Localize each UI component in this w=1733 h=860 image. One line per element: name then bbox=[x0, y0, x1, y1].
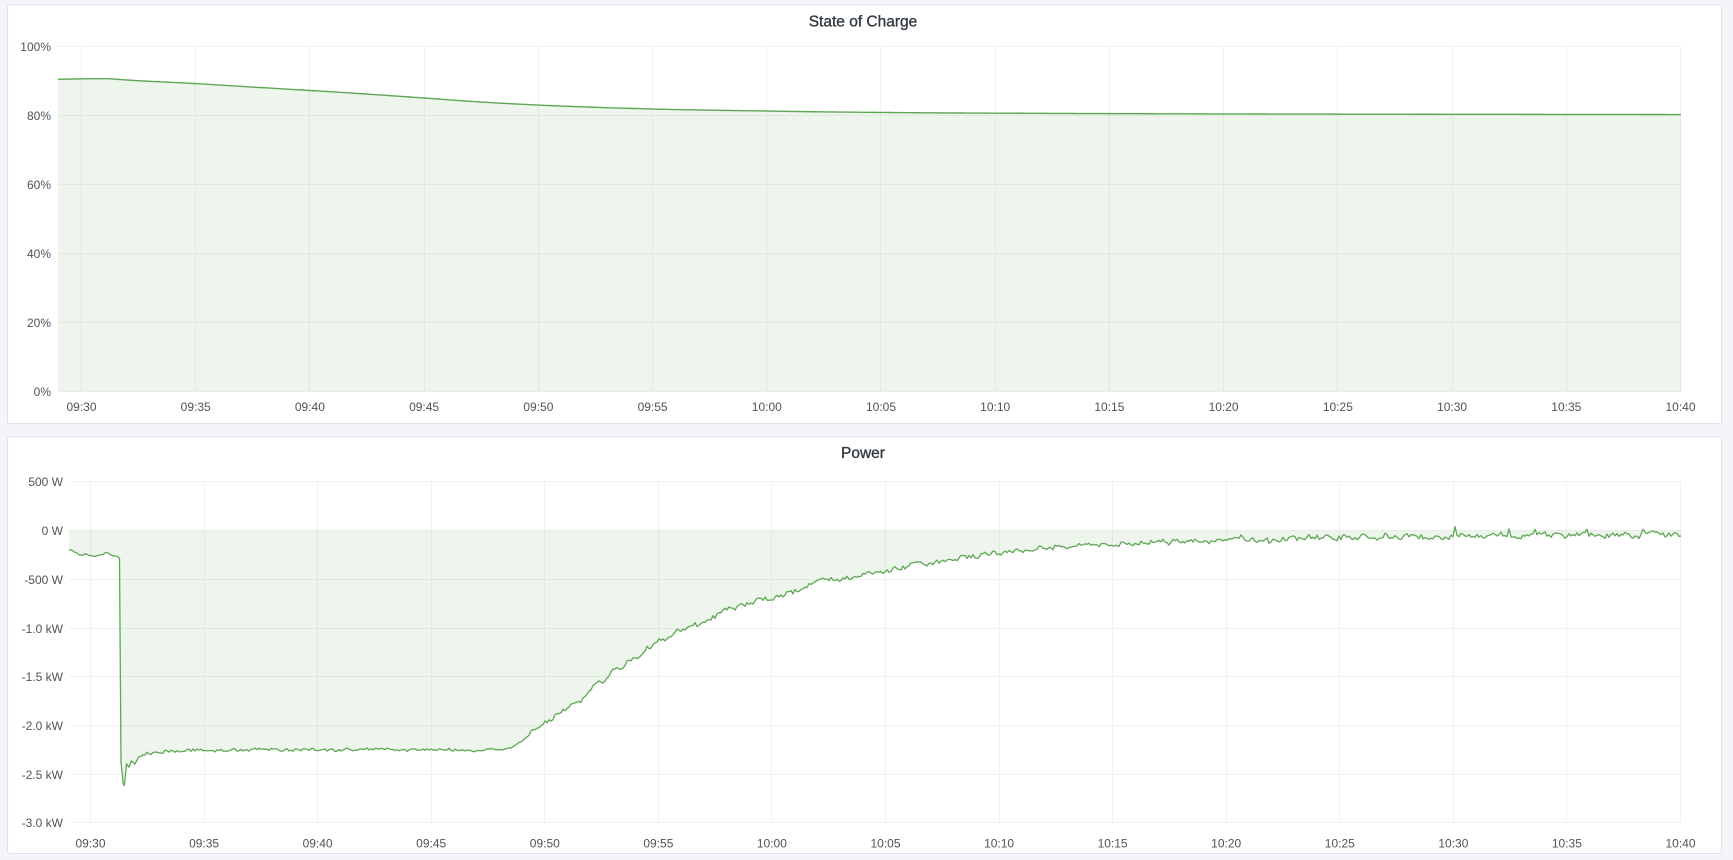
svg-text:10:40: 10:40 bbox=[1665, 836, 1695, 850]
svg-text:10:30: 10:30 bbox=[1438, 836, 1468, 850]
svg-text:09:50: 09:50 bbox=[530, 836, 560, 850]
svg-text:09:30: 09:30 bbox=[66, 400, 96, 414]
svg-text:09:45: 09:45 bbox=[409, 400, 439, 414]
svg-text:10:10: 10:10 bbox=[984, 836, 1014, 850]
svg-text:-1.0 kW: -1.0 kW bbox=[22, 622, 64, 636]
svg-text:10:00: 10:00 bbox=[752, 400, 782, 414]
svg-text:100%: 100% bbox=[20, 40, 51, 54]
svg-text:80%: 80% bbox=[27, 109, 51, 123]
svg-text:20%: 20% bbox=[27, 316, 51, 330]
svg-text:09:50: 09:50 bbox=[523, 400, 553, 414]
svg-text:10:05: 10:05 bbox=[870, 836, 900, 850]
svg-text:09:30: 09:30 bbox=[75, 836, 105, 850]
svg-text:10:15: 10:15 bbox=[1098, 836, 1128, 850]
svg-text:-1.5 kW: -1.5 kW bbox=[22, 670, 64, 684]
svg-text:09:55: 09:55 bbox=[643, 836, 673, 850]
svg-text:10:00: 10:00 bbox=[757, 836, 787, 850]
svg-text:10:05: 10:05 bbox=[866, 400, 896, 414]
svg-text:40%: 40% bbox=[27, 247, 51, 261]
svg-text:09:45: 09:45 bbox=[416, 836, 446, 850]
svg-text:10:20: 10:20 bbox=[1209, 400, 1239, 414]
svg-text:10:25: 10:25 bbox=[1323, 400, 1353, 414]
svg-text:0%: 0% bbox=[34, 385, 52, 399]
svg-text:09:35: 09:35 bbox=[181, 400, 211, 414]
svg-text:09:35: 09:35 bbox=[189, 836, 219, 850]
svg-text:09:40: 09:40 bbox=[295, 400, 325, 414]
svg-text:09:55: 09:55 bbox=[638, 400, 668, 414]
svg-text:09:40: 09:40 bbox=[303, 836, 333, 850]
svg-text:10:30: 10:30 bbox=[1437, 400, 1467, 414]
svg-text:Power: Power bbox=[841, 445, 885, 462]
svg-text:10:10: 10:10 bbox=[980, 400, 1010, 414]
svg-text:State of Charge: State of Charge bbox=[809, 14, 918, 31]
svg-text:10:20: 10:20 bbox=[1211, 836, 1241, 850]
svg-text:-500 W: -500 W bbox=[24, 573, 63, 587]
svg-text:10:15: 10:15 bbox=[1094, 400, 1124, 414]
svg-text:10:35: 10:35 bbox=[1551, 400, 1581, 414]
svg-text:10:35: 10:35 bbox=[1552, 836, 1582, 850]
svg-text:10:40: 10:40 bbox=[1665, 400, 1695, 414]
svg-text:-3.0 kW: -3.0 kW bbox=[22, 816, 64, 830]
svg-text:-2.0 kW: -2.0 kW bbox=[22, 719, 64, 733]
svg-text:500 W: 500 W bbox=[28, 475, 63, 489]
svg-text:60%: 60% bbox=[27, 178, 51, 192]
svg-text:0 W: 0 W bbox=[42, 524, 64, 538]
svg-text:-2.5 kW: -2.5 kW bbox=[22, 768, 64, 782]
svg-text:10:25: 10:25 bbox=[1325, 836, 1355, 850]
